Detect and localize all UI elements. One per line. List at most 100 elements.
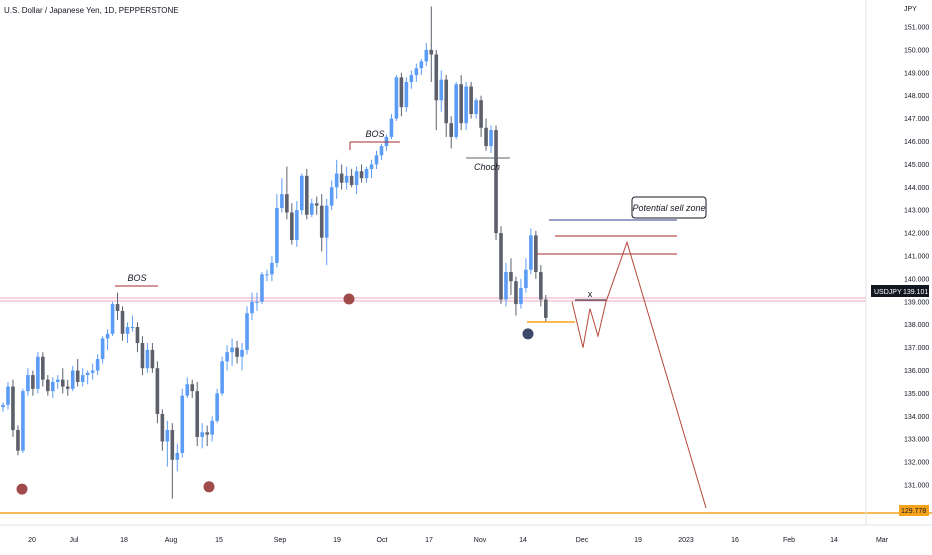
candle-down[interactable] bbox=[434, 54, 439, 101]
candle-up[interactable] bbox=[51, 381, 55, 392]
candle-up[interactable] bbox=[210, 420, 214, 435]
sell-zone-box[interactable] bbox=[631, 196, 707, 219]
candle-up[interactable] bbox=[270, 262, 274, 275]
candle-down[interactable] bbox=[399, 77, 404, 108]
candle-up[interactable] bbox=[240, 349, 244, 357]
candle-down[interactable] bbox=[155, 368, 160, 415]
candle-up[interactable] bbox=[524, 269, 528, 289]
candle-up[interactable] bbox=[424, 49, 429, 62]
candle-down[interactable] bbox=[319, 205, 324, 238]
candle-up[interactable] bbox=[21, 391, 25, 451]
candle-up[interactable] bbox=[489, 130, 493, 147]
candle-down[interactable] bbox=[235, 347, 239, 357]
candle-down[interactable] bbox=[499, 233, 503, 300]
candle-up[interactable] bbox=[309, 203, 314, 215]
candle-up[interactable] bbox=[439, 79, 444, 101]
candle-down[interactable] bbox=[31, 375, 35, 389]
candle-down[interactable] bbox=[444, 79, 449, 124]
candle-up[interactable] bbox=[364, 168, 369, 179]
candle-up[interactable] bbox=[529, 235, 533, 270]
candle-up[interactable] bbox=[295, 210, 299, 240]
candle-up[interactable] bbox=[419, 61, 424, 69]
candle-down[interactable] bbox=[160, 414, 165, 442]
candle-down[interactable] bbox=[46, 379, 50, 392]
candle-up[interactable] bbox=[389, 118, 394, 137]
candle-down[interactable] bbox=[285, 194, 289, 213]
candle-up[interactable] bbox=[334, 173, 339, 188]
candle-up[interactable] bbox=[1, 404, 5, 408]
candle-up[interactable] bbox=[519, 288, 523, 305]
candle-down[interactable] bbox=[339, 173, 344, 183]
candle-up[interactable] bbox=[110, 304, 115, 334]
candle-up[interactable] bbox=[280, 194, 284, 208]
candle-up[interactable] bbox=[165, 430, 170, 442]
candle-up[interactable] bbox=[225, 352, 229, 362]
candle-down[interactable] bbox=[359, 171, 364, 179]
candle-up[interactable] bbox=[344, 175, 349, 183]
candle-up[interactable] bbox=[70, 370, 75, 389]
candle-up[interactable] bbox=[200, 432, 204, 437]
candle-down[interactable] bbox=[41, 356, 45, 380]
candle-up[interactable] bbox=[379, 146, 384, 156]
candle-down[interactable] bbox=[11, 386, 15, 431]
candle-up[interactable] bbox=[230, 347, 234, 353]
candle-down[interactable] bbox=[150, 349, 155, 369]
candle-up[interactable] bbox=[215, 393, 219, 421]
candle-up[interactable] bbox=[394, 77, 399, 119]
candle-down[interactable] bbox=[170, 430, 175, 460]
candle-down[interactable] bbox=[75, 370, 80, 382]
candle-up[interactable] bbox=[369, 164, 374, 169]
candle-up[interactable] bbox=[404, 81, 409, 108]
candle-down[interactable] bbox=[314, 203, 319, 206]
candle-up[interactable] bbox=[185, 384, 190, 396]
candle-down[interactable] bbox=[60, 379, 65, 387]
candle-down[interactable] bbox=[190, 384, 195, 392]
candle-up[interactable] bbox=[220, 361, 224, 394]
candle-down[interactable] bbox=[195, 391, 200, 437]
candle-up[interactable] bbox=[414, 68, 419, 76]
candle-up[interactable] bbox=[55, 379, 60, 382]
candle-up[interactable] bbox=[464, 86, 468, 124]
candle-up[interactable] bbox=[265, 274, 269, 276]
candle-down[interactable] bbox=[534, 235, 538, 273]
candle-down[interactable] bbox=[205, 432, 209, 435]
candle-up[interactable] bbox=[125, 326, 130, 334]
candle-up[interactable] bbox=[180, 395, 185, 453]
candle-up[interactable] bbox=[175, 452, 180, 460]
candle-up[interactable] bbox=[245, 313, 249, 350]
candle-up[interactable] bbox=[145, 349, 150, 369]
time-axis[interactable]: 20 Jul 18 Aug 15 Sep 19 Oct 17 Nov 14 Dec 19 2023 16 Fe… bbox=[0, 524, 932, 544]
candle-down[interactable] bbox=[494, 130, 498, 234]
candle-up[interactable] bbox=[409, 75, 414, 82]
candle-down[interactable] bbox=[115, 304, 120, 311]
candle-up[interactable] bbox=[474, 100, 478, 115]
candle-up[interactable] bbox=[354, 171, 359, 186]
candle-down[interactable] bbox=[140, 343, 145, 369]
candle-down[interactable] bbox=[449, 123, 453, 137]
candle-up[interactable] bbox=[6, 386, 10, 405]
candle-up[interactable] bbox=[504, 272, 508, 300]
candle-down[interactable] bbox=[509, 272, 513, 282]
candle-up[interactable] bbox=[454, 84, 458, 137]
candle-down[interactable] bbox=[120, 310, 125, 334]
candle-up[interactable] bbox=[36, 356, 40, 389]
candle-up[interactable] bbox=[105, 333, 110, 339]
candle-up[interactable] bbox=[260, 274, 264, 302]
candles-layer[interactable] bbox=[1, 6, 548, 499]
candle-down[interactable] bbox=[349, 175, 354, 186]
candle-up[interactable] bbox=[275, 207, 279, 263]
candle-down[interactable] bbox=[65, 386, 70, 389]
candle-up[interactable] bbox=[300, 175, 304, 211]
candle-up[interactable] bbox=[100, 338, 105, 360]
candle-up[interactable] bbox=[329, 187, 334, 206]
candle-down[interactable] bbox=[484, 127, 488, 147]
candle-down[interactable] bbox=[304, 175, 309, 215]
candle-up[interactable] bbox=[95, 359, 100, 371]
candle-up[interactable] bbox=[255, 301, 259, 303]
candle-down[interactable] bbox=[16, 430, 20, 451]
candle-up[interactable] bbox=[324, 205, 329, 238]
candle-down[interactable] bbox=[290, 212, 294, 240]
candle-down[interactable] bbox=[429, 49, 434, 55]
candle-down[interactable] bbox=[469, 86, 473, 115]
